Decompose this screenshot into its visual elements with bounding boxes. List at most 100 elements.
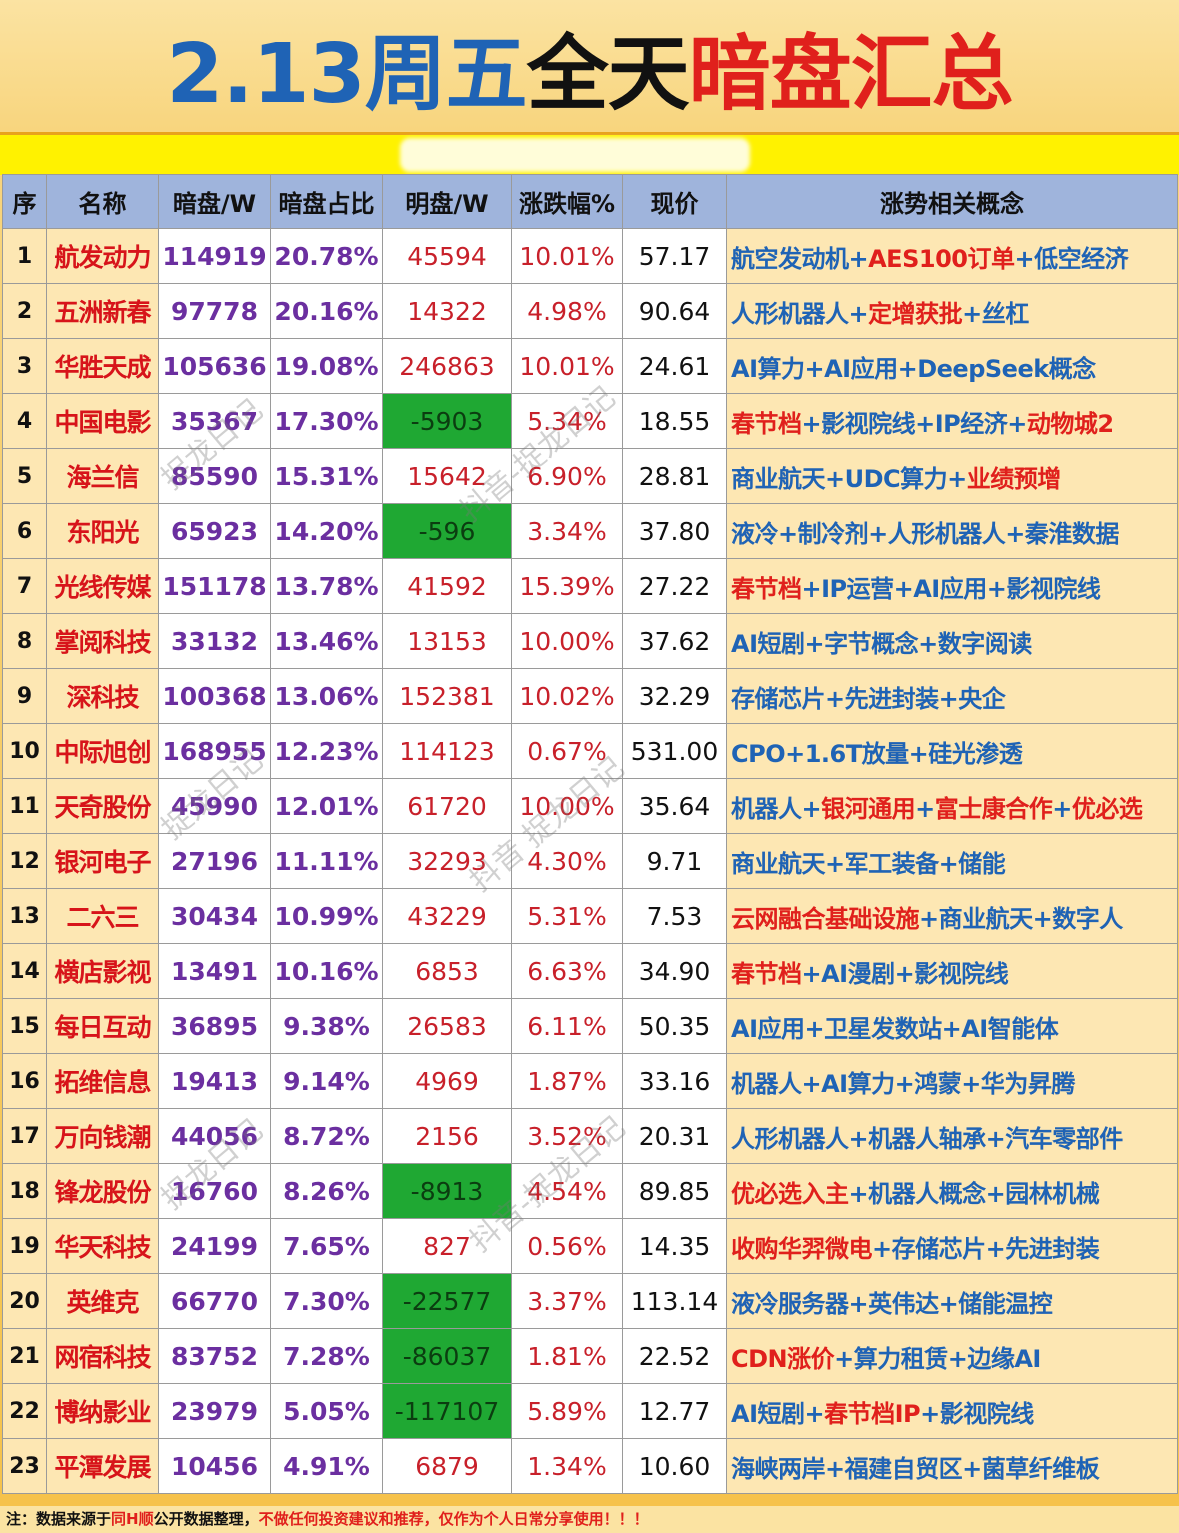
cell-change: 5.34% bbox=[511, 393, 623, 449]
concept-segment: +商业航天+数字人 bbox=[919, 904, 1123, 933]
cell-index: 22 bbox=[2, 1383, 47, 1439]
concept-segment: 人形机器人 bbox=[731, 299, 849, 328]
concept-segment: 机器人+AI算力+鸿蒙+华为昇腾 bbox=[731, 1069, 1075, 1098]
cell-dark-ratio: 4.91% bbox=[270, 1438, 383, 1494]
cell-index: 19 bbox=[2, 1218, 47, 1274]
table-row: 10 中际旭创 168955 12.23% 114123 0.67% 531.00 CPO+1… bbox=[2, 723, 1178, 779]
table-row: 19 华天科技 24199 7.65% 827 0.56% 14.35 收购华羿微电+存储芯片… bbox=[2, 1218, 1178, 1274]
table-row: 9 深科技 100368 13.06% 152381 10.02% 32.29 存储芯片+先进… bbox=[2, 668, 1178, 724]
cell-concept: AI短剧+字节概念+数字阅读 bbox=[726, 613, 1178, 669]
cell-index: 5 bbox=[2, 448, 47, 504]
cell-dark-pool: 100368 bbox=[158, 668, 271, 724]
cell-price: 34.90 bbox=[622, 943, 727, 999]
cell-index: 20 bbox=[2, 1273, 47, 1329]
cell-open-pool: 2156 bbox=[382, 1108, 512, 1164]
concept-segment: 商业航天+军工装备+储能 bbox=[731, 849, 1006, 878]
cell-price: 57.17 bbox=[622, 228, 727, 284]
footer-text-1: 注：数据来源于 bbox=[6, 1510, 112, 1528]
cell-open-pool: 6879 bbox=[382, 1438, 512, 1494]
concept-segment: 航空发动机 bbox=[731, 244, 849, 273]
cell-concept: CDN涨价+算力租赁+边缘AI bbox=[726, 1328, 1178, 1384]
cell-change: 1.81% bbox=[511, 1328, 623, 1384]
cell-price: 7.53 bbox=[622, 888, 727, 944]
concept-segment: 丝杠 bbox=[981, 299, 1030, 328]
cell-dark-ratio: 20.78% bbox=[270, 228, 383, 284]
header-col-open-pool: 明盘/W bbox=[382, 174, 512, 229]
concept-segment: AI算力+AI应用+DeepSeek概念 bbox=[731, 354, 1096, 383]
cell-index: 18 bbox=[2, 1163, 47, 1219]
cell-dark-ratio: 9.14% bbox=[270, 1053, 383, 1109]
table-row: 8 掌阅科技 33132 13.46% 13153 10.00% 37.62 AI短剧+字节概… bbox=[2, 613, 1178, 669]
table-row: 3 华胜天成 105636 19.08% 246863 10.01% 24.61 AI算力+A… bbox=[2, 338, 1178, 394]
cell-open-pool: -5903 bbox=[382, 393, 512, 449]
cell-price: 33.16 bbox=[622, 1053, 727, 1109]
cell-price: 20.31 bbox=[622, 1108, 727, 1164]
concept-segment: 人形机器人+机器人轴承+汽车零部件 bbox=[731, 1124, 1123, 1153]
cell-price: 113.14 bbox=[622, 1273, 727, 1329]
cell-dark-pool: 97778 bbox=[158, 283, 271, 339]
cell-price: 50.35 bbox=[622, 998, 727, 1054]
cell-open-pool: 4969 bbox=[382, 1053, 512, 1109]
cell-index: 7 bbox=[2, 558, 47, 614]
cell-name: 光线传媒 bbox=[46, 558, 159, 614]
cell-dark-pool: 35367 bbox=[158, 393, 271, 449]
cell-open-pool: 26583 bbox=[382, 998, 512, 1054]
cell-change: 10.01% bbox=[511, 228, 623, 284]
cell-name: 拓维信息 bbox=[46, 1053, 159, 1109]
cell-dark-pool: 85590 bbox=[158, 448, 271, 504]
cell-change: 4.54% bbox=[511, 1163, 623, 1219]
cell-open-pool: 32293 bbox=[382, 833, 512, 889]
cell-change: 3.52% bbox=[511, 1108, 623, 1164]
header-col-price: 现价 bbox=[622, 174, 727, 229]
cell-dark-pool: 23979 bbox=[158, 1383, 271, 1439]
footer-note: 注：数据来源于同H顺公开数据整理，不做任何投资建议和推荐，仅作为个人日常分享使用… bbox=[0, 1506, 1179, 1533]
cell-open-pool: 45594 bbox=[382, 228, 512, 284]
cell-name: 掌阅科技 bbox=[46, 613, 159, 669]
cell-name: 华胜天成 bbox=[46, 338, 159, 394]
concept-segment: + bbox=[962, 299, 982, 328]
cell-dark-pool: 114919 bbox=[158, 228, 271, 284]
table-row: 2 五洲新春 97778 20.16% 14322 4.98% 90.64 人形机器人+定增获… bbox=[2, 283, 1178, 339]
concept-segment: AI短剧+字节概念+数字阅读 bbox=[731, 629, 1032, 658]
table-row: 23 平潭发展 10456 4.91% 6879 1.34% 10.60 海峡两岸+福建自贸区… bbox=[2, 1438, 1178, 1494]
concept-segment: + bbox=[1014, 244, 1035, 273]
concept-segment: AI短剧+ bbox=[731, 1399, 825, 1428]
concept-segment: 春节档 bbox=[731, 959, 802, 988]
cell-change: 1.87% bbox=[511, 1053, 623, 1109]
cell-open-pool: 15642 bbox=[382, 448, 512, 504]
cell-price: 37.62 bbox=[622, 613, 727, 669]
cell-dark-pool: 44056 bbox=[158, 1108, 271, 1164]
footer-text-2: 公开数据整理， bbox=[153, 1510, 259, 1528]
cell-index: 21 bbox=[2, 1328, 47, 1384]
cell-index: 17 bbox=[2, 1108, 47, 1164]
cell-name: 网宿科技 bbox=[46, 1328, 159, 1384]
cell-dark-pool: 83752 bbox=[158, 1328, 271, 1384]
cell-open-pool: -117107 bbox=[382, 1383, 512, 1439]
cell-dark-ratio: 19.08% bbox=[270, 338, 383, 394]
concept-segment: CDN涨价 bbox=[731, 1344, 835, 1373]
cell-change: 0.67% bbox=[511, 723, 623, 779]
cell-change: 4.98% bbox=[511, 283, 623, 339]
concept-segment: 春节档IP bbox=[824, 1399, 921, 1428]
concept-segment: 春节档 bbox=[731, 574, 802, 603]
cell-dark-ratio: 13.78% bbox=[270, 558, 383, 614]
cell-change: 0.56% bbox=[511, 1218, 623, 1274]
concept-segment: 动物城2 bbox=[1026, 409, 1114, 438]
header-col-index: 序 bbox=[2, 174, 47, 229]
cell-dark-ratio: 20.16% bbox=[270, 283, 383, 339]
highlight-band bbox=[0, 132, 1179, 175]
cell-dark-ratio: 13.06% bbox=[270, 668, 383, 724]
cell-dark-ratio: 7.30% bbox=[270, 1273, 383, 1329]
cell-open-pool: 827 bbox=[382, 1218, 512, 1274]
concept-segment: 定增获批 bbox=[868, 299, 963, 328]
cell-index: 2 bbox=[2, 283, 47, 339]
cell-change: 3.37% bbox=[511, 1273, 623, 1329]
cell-dark-pool: 33132 bbox=[158, 613, 271, 669]
concept-segment: 云网融合基础设施 bbox=[731, 904, 920, 933]
cell-name: 每日互动 bbox=[46, 998, 159, 1054]
cell-change: 3.34% bbox=[511, 503, 623, 559]
cell-dark-ratio: 10.16% bbox=[270, 943, 383, 999]
table-row: 21 网宿科技 83752 7.28% -86037 1.81% 22.52 CDN涨价+算力… bbox=[2, 1328, 1178, 1384]
cell-open-pool: -596 bbox=[382, 503, 512, 559]
table-row: 15 每日互动 36895 9.38% 26583 6.11% 50.35 AI应用+卫星发数… bbox=[2, 998, 1178, 1054]
